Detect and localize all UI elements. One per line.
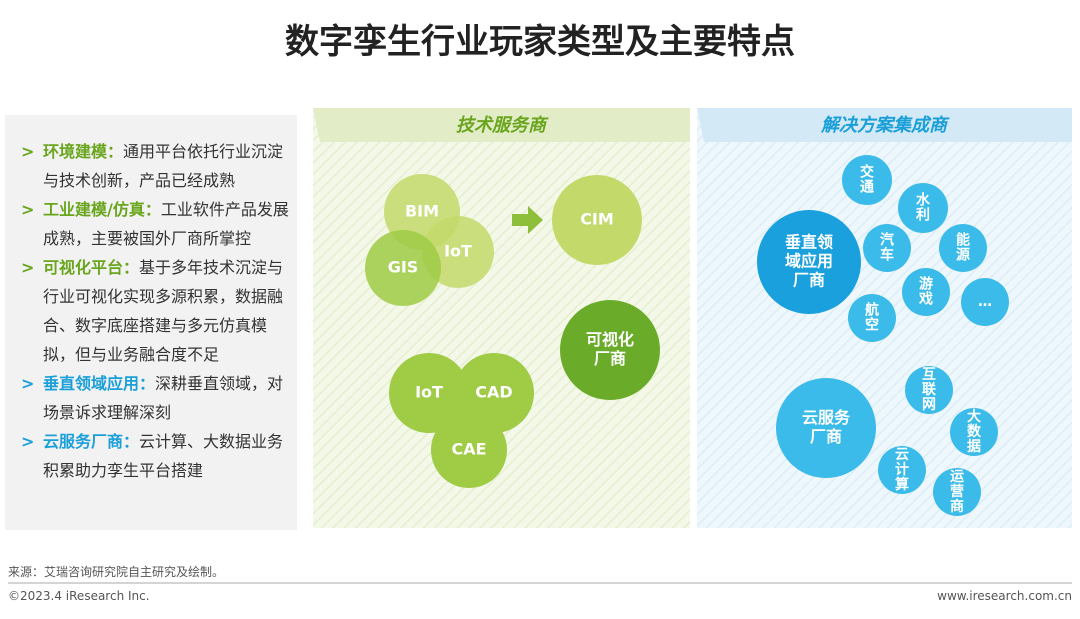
node — [757, 210, 861, 314]
bullet: > — [21, 258, 35, 277]
node-label: 水 — [916, 192, 931, 209]
node-label: 利 — [916, 207, 930, 224]
node — [431, 412, 507, 488]
bullet: > — [21, 374, 35, 393]
node-label: 戏 — [918, 291, 933, 308]
node-label: CAE — [451, 440, 486, 459]
feature-label: 可视化平台： — [43, 258, 140, 277]
node-label: 据 — [967, 438, 981, 455]
node-label: 厂商 — [810, 427, 842, 446]
node — [898, 183, 948, 233]
node — [776, 378, 876, 478]
node — [939, 224, 987, 272]
node-label: IoT — [415, 383, 443, 402]
feature-text: 通用平台依托行业沉淀与技术创新，产品已经成熟 — [43, 142, 284, 190]
node-label: 交 — [860, 164, 874, 181]
node-label: 云 — [895, 447, 909, 463]
node-label: 源 — [956, 247, 970, 264]
node-label: 商 — [950, 498, 964, 515]
feature-item: > 云服务厂商：云计算、大数据业务积累助力孪生平台搭建 — [21, 427, 293, 485]
node-label: 车 — [880, 247, 894, 264]
title: 数字孪生行业玩家类型及主要特点 — [285, 22, 795, 62]
panel-banner — [697, 108, 1072, 142]
node-label: 联 — [922, 382, 937, 398]
feature-text: 工业软件产品发展成熟，主要被国外厂商所掌控 — [43, 200, 289, 248]
node — [365, 230, 441, 306]
website: www.iresearch.com.cn — [937, 589, 1072, 603]
node-label: 数 — [967, 423, 982, 440]
panel-banner — [313, 108, 690, 142]
node-label: 运 — [950, 469, 964, 485]
node-label: 汽 — [880, 232, 894, 249]
bullet: > — [21, 142, 35, 161]
node-label: 网 — [922, 397, 936, 413]
node — [560, 300, 660, 400]
feature-label: 工业建模/仿真： — [43, 200, 161, 219]
copyright: ©2023.4 iResearch Inc. — [8, 589, 150, 603]
node — [389, 353, 469, 433]
panel-title: 技术服务商 — [456, 115, 549, 136]
arrow — [512, 206, 543, 234]
node-label: 大 — [967, 408, 981, 425]
node — [842, 155, 892, 205]
feature-label: 垂直领域应用： — [43, 374, 156, 393]
feature-item: > 环境建模：通用平台依托行业沉淀与技术创新，产品已经成熟 — [21, 137, 293, 195]
node-label: 通 — [860, 180, 874, 196]
node-label: GIS — [388, 258, 419, 277]
node — [863, 224, 911, 272]
node — [902, 268, 950, 316]
node — [950, 408, 998, 456]
node-label: 垂直领 — [785, 233, 833, 252]
feature-label: 环境建模： — [43, 142, 124, 161]
node — [905, 366, 953, 414]
feature-text: 基于多年技术沉淀与行业可视化实现多源积累，数据融合、数字底座搭建与多元仿真模拟，… — [43, 258, 284, 364]
feature-item: > 垂直领域应用：深耕垂直领域，对场景诉求理解深刻 — [21, 369, 293, 427]
node-label: IoT — [444, 242, 472, 261]
node-label: BIM — [405, 202, 439, 221]
node — [961, 278, 1009, 326]
node — [933, 468, 981, 516]
node-label: CIM — [580, 210, 614, 229]
node — [878, 446, 926, 494]
node-label: CAD — [475, 383, 512, 402]
feature-text: 深耕垂直领域，对场景诉求理解深刻 — [43, 374, 284, 422]
node-label: … — [978, 294, 992, 310]
bullet: > — [21, 432, 35, 451]
node — [848, 294, 896, 342]
panel-title: 解决方案集成商 — [820, 115, 950, 136]
node-label: 云服务 — [802, 408, 851, 427]
node-label: 空 — [865, 317, 879, 334]
source: 来源：艾瑞咨询研究院自主研究及绘制。 — [8, 565, 225, 579]
node-label: 互 — [922, 367, 936, 383]
feature-label: 云服务厂商： — [43, 432, 140, 451]
node-label: 域应用 — [785, 252, 833, 271]
node-label: 可视化 — [586, 330, 634, 349]
node — [552, 175, 642, 265]
node-label: 营 — [950, 483, 964, 500]
node-label: 游 — [919, 276, 933, 293]
feature-item: > 可视化平台：基于多年技术沉淀与行业可视化实现多源积累，数据融合、数字底座搭建与… — [21, 253, 293, 369]
bullet: > — [21, 200, 35, 219]
node-label: 算 — [895, 476, 909, 493]
node-label: 厂商 — [594, 349, 626, 368]
feature-text: 云计算、大数据业务积累助力孪生平台搭建 — [43, 432, 284, 480]
feature-item: > 工业建模/仿真：工业软件产品发展成熟，主要被国外厂商所掌控 — [21, 195, 293, 253]
feature-panel: > 环境建模：通用平台依托行业沉淀与技术创新，产品已经成熟 > 工业建模/仿真：工业软… — [5, 115, 297, 530]
node-label: 计 — [895, 461, 909, 478]
node-label: 能 — [956, 232, 970, 249]
node-label: 航 — [865, 302, 879, 319]
node-label: 厂商 — [793, 271, 825, 290]
